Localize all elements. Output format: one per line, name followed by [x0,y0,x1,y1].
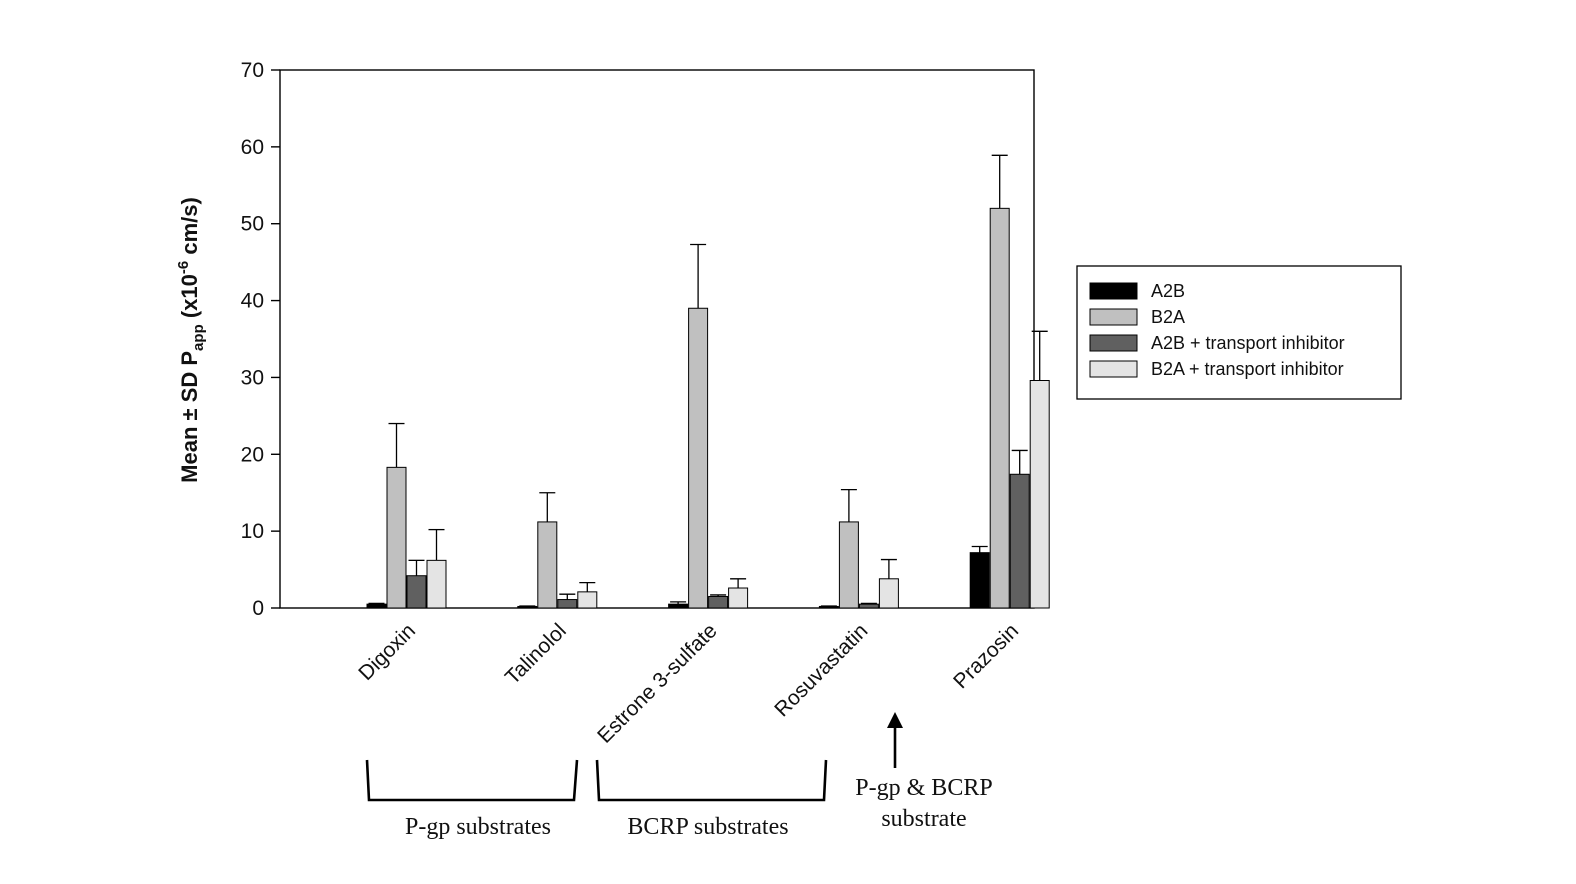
annotations: P-gp substrates BCRP substrates P-gp & B… [365,712,993,840]
y-axis: 0 10 20 30 40 50 60 70 [241,59,280,620]
y-tick-label: 60 [241,136,264,159]
bar [728,587,749,609]
y-tick-label: 70 [241,59,264,82]
legend-label: B2A [1151,307,1185,327]
both-substrate-label-line2: substrate [881,806,966,832]
legend-label: A2B + transport inhibitor [1151,333,1345,353]
bar [366,603,387,609]
legend-label: A2B [1151,281,1185,301]
bar [537,521,558,609]
up-arrow-icon [887,712,903,728]
x-tick-label: Digoxin [354,619,420,685]
bar [989,207,1010,609]
y-axis-label: Mean ± SD Papp (x10-6 cm/s) [175,197,207,483]
bar [668,603,689,609]
plot-frame [279,69,1035,609]
legend-swatch [1089,334,1138,352]
y-tick-label: 30 [241,366,264,389]
bar [858,603,879,609]
bar [838,521,859,609]
pgp-group-label: P-gp substrates [405,814,551,840]
x-tick-label: Rosuvastatin [770,619,872,721]
x-tick-label: Estrone 3-sulfate [593,619,722,748]
bcrp-group-label: BCRP substrates [627,814,788,840]
legend-label: B2A + transport inhibitor [1151,359,1344,379]
x-axis: Digoxin Talinolol Estrone 3-sulfate Rosuvas… [354,619,1023,748]
bar [708,595,729,609]
both-substrate-label-line1: P-gp & BCRP [855,775,992,801]
pgp-bracket [365,759,579,802]
bar [969,552,990,609]
bar [1009,473,1030,609]
bar [557,599,578,609]
bar [688,307,709,609]
bar [386,466,407,609]
y-tick-label: 20 [241,443,264,466]
bar [406,575,427,609]
legend: A2B B2A A2B + transport inhibitor B2A + tra… [1076,265,1402,400]
bars [366,154,1050,609]
bar [1029,380,1050,609]
legend-swatch [1089,308,1138,326]
plot-area-border [279,69,1035,609]
bar [878,578,899,609]
legend-swatch [1089,282,1138,300]
x-tick-label: Talinolol [501,619,571,689]
y-tick-label: 0 [252,597,264,620]
x-tick-label: Prazosin [949,619,1023,693]
y-tick-label: 50 [241,213,264,236]
bcrp-bracket [595,759,828,802]
bar [426,559,447,609]
bar [577,591,598,609]
y-tick-label: 10 [241,520,264,543]
y-tick-label: 40 [241,290,264,313]
legend-swatch [1089,360,1138,378]
